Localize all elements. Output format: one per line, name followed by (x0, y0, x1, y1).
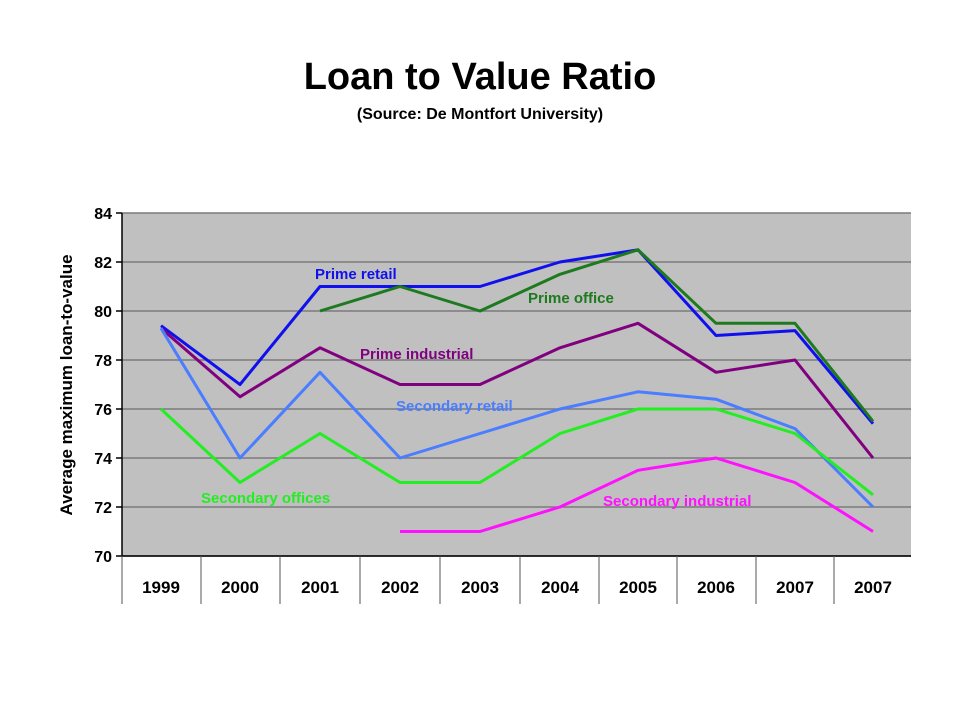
series-label-secondary-industrial: Secondary industrial (603, 493, 751, 510)
y-tick-label: 70 (94, 549, 112, 566)
series-line-secondary-offices (159, 407, 874, 496)
x-tick-label: 2007 (854, 578, 892, 597)
series-line-prime-office (319, 248, 875, 423)
x-tick-label: 2002 (381, 578, 419, 597)
x-tick-label: 2000 (221, 578, 259, 597)
x-tick-label: 2003 (461, 578, 499, 597)
chart-title: Loan to Value Ratio (303, 56, 657, 98)
x-tick-label: 2004 (541, 578, 579, 597)
x-tick-label: 2007 (776, 578, 814, 597)
series-label-secondary-retail: Secondary retail (396, 398, 513, 415)
x-tick-label: 2005 (619, 578, 657, 597)
y-tick-label: 84 (94, 206, 112, 223)
y-tick-label: 78 (94, 353, 112, 370)
series-line-prime-industrial (160, 321, 875, 459)
y-tick-label: 74 (94, 451, 112, 468)
chart-subtitle: (Source: De Montfort University) (356, 106, 604, 123)
y-tick-label: 72 (94, 500, 112, 517)
x-tick-label: 1999 (142, 578, 180, 597)
series-label-prime-industrial: Prime industrial (360, 346, 473, 363)
series-line-secondary-retail (159, 327, 875, 509)
y-tick-label: 80 (94, 304, 112, 321)
x-tick-label: 2006 (697, 578, 735, 597)
plot-area (122, 213, 911, 556)
series-line-secondary-industrial (400, 456, 874, 533)
series-label-secondary-offices: Secondary offices (201, 490, 330, 507)
y-axis-label: Average maximum loan-to-value (57, 254, 76, 515)
series-label-prime-retail: Prime retail (315, 266, 397, 283)
series-line-prime-retail (160, 248, 875, 425)
x-tick-label: 2001 (301, 578, 339, 597)
y-tick-label: 76 (94, 402, 112, 419)
series-label-prime-office: Prime office (528, 290, 614, 307)
y-tick-label: 82 (94, 255, 112, 272)
